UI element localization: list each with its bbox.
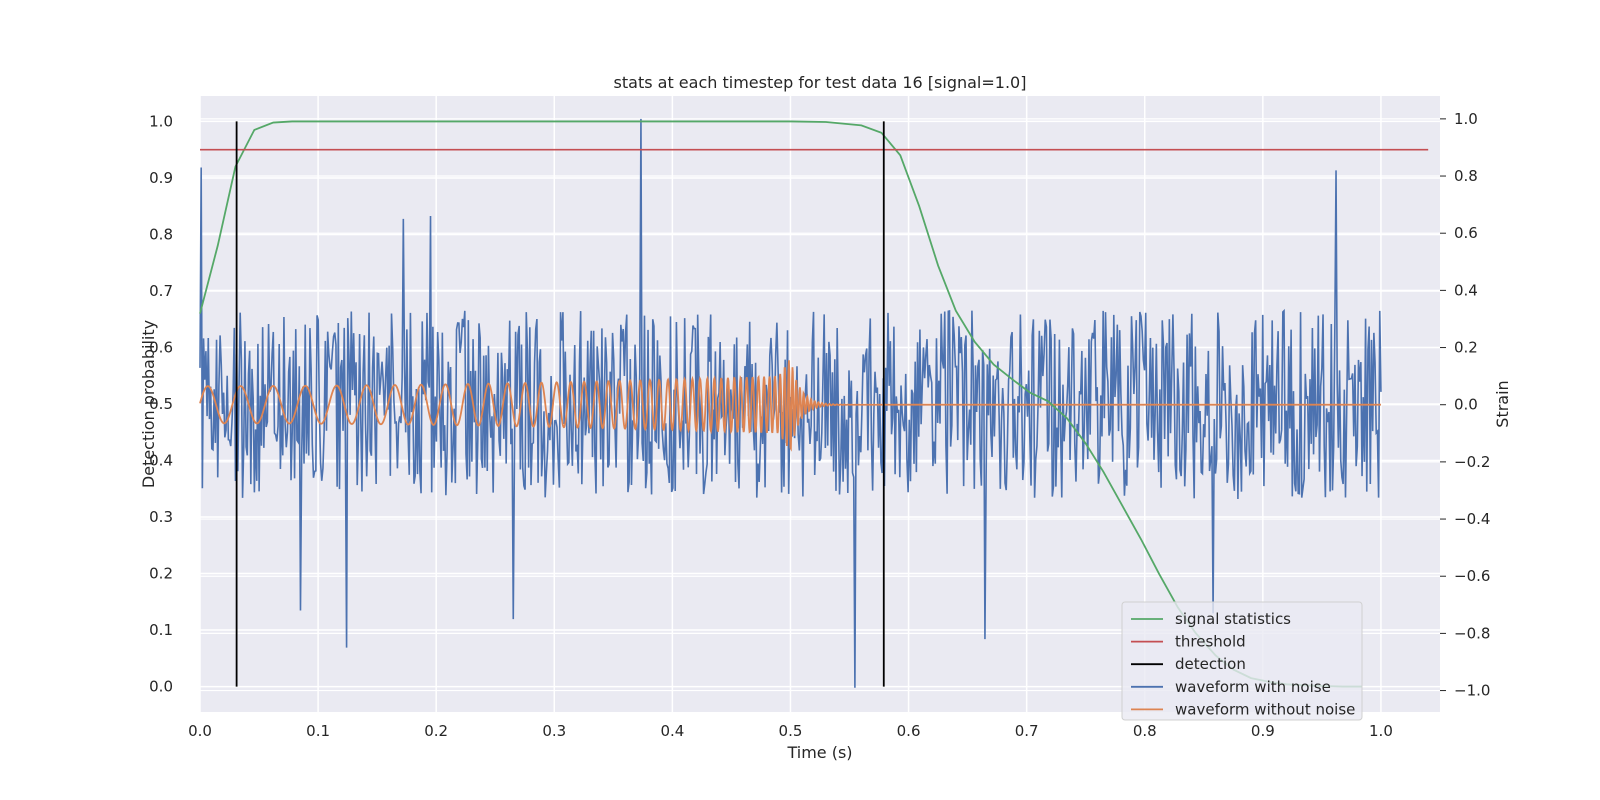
y2-tick-label: 0.0 — [1454, 396, 1478, 414]
series-waveform-without-noise — [199, 360, 1381, 452]
y2-tick-label: 0.8 — [1454, 167, 1478, 185]
right-axis-ticks: −1.0 −0.8 −0.6 −0.4 −0.2 0.0 0.2 0.4 0.6 0.8 1.0 — [1440, 110, 1490, 700]
y-tick-label: 0.6 — [149, 338, 173, 356]
y-tick-label: 1.0 — [149, 112, 173, 130]
y2-tick-label: −0.4 — [1454, 510, 1490, 528]
y-tick-label: 0.9 — [149, 169, 173, 187]
y-tick-label: 0.4 — [149, 452, 173, 470]
y2-tick-label: −0.2 — [1454, 453, 1490, 471]
legend-label: waveform without noise — [1175, 700, 1355, 718]
y2-tick-label: −0.6 — [1454, 567, 1490, 585]
y2-tick-label: 0.4 — [1454, 281, 1478, 299]
x-tick-label: 0.3 — [542, 722, 566, 740]
y-tick-label: 0.8 — [149, 225, 173, 243]
x-tick-label: 0.1 — [306, 722, 330, 740]
y-tick-label: 0.2 — [149, 565, 173, 583]
y2-tick-label: 0.6 — [1454, 224, 1478, 242]
y-tick-label: 0.3 — [149, 508, 173, 526]
legend: signal statistics threshold detection wavef… — [1121, 601, 1363, 721]
x-tick-label: 0.4 — [660, 722, 684, 740]
y2-axis-label: Strain — [1493, 380, 1512, 427]
legend-label: detection — [1175, 655, 1246, 673]
x-tick-label: 0.2 — [424, 722, 448, 740]
y-tick-label: 0.5 — [149, 395, 173, 413]
y-tick-label: 0.0 — [149, 678, 173, 696]
y2-tick-label: 0.2 — [1454, 339, 1478, 357]
x-axis-ticks: 0.0 0.1 0.2 0.3 0.4 0.5 0.6 0.7 0.8 0.9 1.0 — [188, 722, 1393, 740]
x-axis-label: Time (s) — [786, 743, 852, 762]
y2-tick-label: 1.0 — [1454, 110, 1478, 128]
y2-tick-label: −1.0 — [1454, 682, 1490, 700]
legend-label: waveform with noise — [1175, 678, 1331, 696]
y-axis-label: Detection probability — [139, 320, 158, 488]
x-tick-label: 0.7 — [1015, 722, 1039, 740]
y-tick-label: 0.7 — [149, 282, 173, 300]
legend-box — [1121, 601, 1363, 721]
x-tick-label: 1.0 — [1369, 722, 1393, 740]
x-tick-label: 0.0 — [188, 722, 212, 740]
x-tick-label: 0.9 — [1251, 722, 1275, 740]
chart-title: stats at each timestep for test data 16 … — [614, 73, 1027, 92]
x-tick-label: 0.5 — [779, 722, 803, 740]
left-axis-ticks: 0.0 0.1 0.2 0.3 0.4 0.5 0.6 0.7 0.8 0.9 1.0 — [149, 112, 173, 695]
x-tick-label: 0.6 — [897, 722, 921, 740]
x-tick-label: 0.8 — [1133, 722, 1157, 740]
y2-tick-label: −0.8 — [1454, 624, 1490, 642]
legend-label: signal statistics — [1175, 610, 1291, 628]
legend-label: threshold — [1175, 633, 1246, 651]
y-tick-label: 0.1 — [149, 621, 173, 639]
